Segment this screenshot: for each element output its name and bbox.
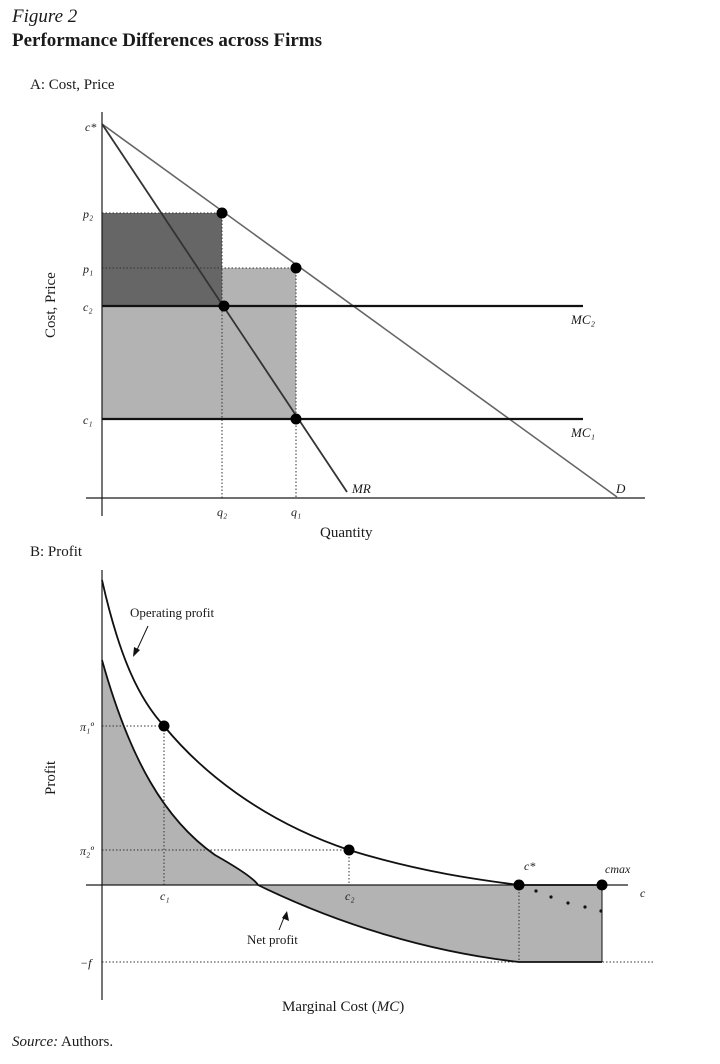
profit-area-firm1-upper [222, 268, 296, 306]
demand-curve [101, 123, 618, 498]
net-profit-annotation: Net profit [247, 932, 298, 947]
point-c-max [596, 879, 608, 891]
tick-c-star: c* [85, 120, 96, 134]
operating-profit-arrowhead [133, 647, 140, 657]
tick-b-c-max: cmax [605, 862, 631, 876]
figure-label: Figure 2 [12, 6, 78, 27]
tick-q1: q₁ [291, 505, 301, 519]
operating-profit-curve [101, 579, 602, 886]
point-mr-mc2 [218, 300, 230, 312]
label-demand: D [615, 481, 626, 496]
profit-area-firm1 [102, 306, 296, 419]
point-mr-mc1 [290, 413, 302, 425]
point-firm2-price [216, 207, 228, 219]
point-c-star [513, 879, 525, 891]
net-profit-area [102, 660, 602, 962]
panel-b-x-title-prefix: Marginal Cost ( [282, 999, 377, 1015]
tick-b-c-star: c* [524, 859, 535, 873]
net-profit-arrowhead [282, 911, 289, 921]
tick-b-c1: c₁ [160, 889, 170, 903]
tick-c1: c₁ [83, 413, 93, 427]
point-pi1 [158, 720, 170, 732]
tick-b-c2: c₂ [345, 889, 355, 903]
tick-q2: q₂ [217, 505, 227, 519]
panel-a: c* p₂ p₁ c₂ c₁ q₂ q₁ MC₂ MC₁ MR D Quanti… [43, 112, 645, 541]
label-mc1: MC₁ [570, 425, 595, 440]
net-profit-curve [101, 659, 602, 963]
figure-title: Performance Differences across Firms [12, 30, 323, 51]
panel-a-x-axis-title: Quantity [320, 525, 373, 541]
panel-b: π₁º π₂º −f c₁ c₂ c* cmax c Operating pro… [43, 570, 655, 1015]
panel-b-x-title-suffix: ) [399, 999, 404, 1015]
panel-a-y-axis-title: Cost, Price [43, 272, 59, 338]
operating-profit-annotation: Operating profit [130, 605, 215, 620]
source-text: Authors. [58, 1034, 114, 1050]
panel-b-x-axis-title: Marginal Cost (MC) [282, 999, 404, 1015]
source-prefix: Source: [12, 1034, 59, 1050]
tick-p2: p₂ [82, 207, 93, 221]
profit-area-firm2 [102, 213, 222, 306]
panel-b-x-title-var: MC [376, 999, 400, 1015]
tick-pi2: π₂º [80, 844, 94, 858]
tick-neg-f: −f [80, 956, 93, 970]
point-pi2 [343, 844, 355, 856]
tick-p1: p₁ [82, 262, 93, 276]
panel-b-label: B: Profit [30, 544, 83, 560]
panel-b-y-axis-title: Profit [43, 760, 59, 795]
point-firm1-price [290, 262, 302, 274]
label-mr: MR [351, 481, 371, 496]
tick-c2: c₂ [83, 300, 93, 314]
tick-pi1: π₁º [80, 720, 94, 734]
tick-b-c: c [640, 886, 646, 900]
label-mc2: MC₂ [570, 312, 596, 327]
panel-a-label: A: Cost, Price [30, 77, 115, 93]
operating-profit-arrow-shaft [135, 625, 149, 653]
dotted-continuation [534, 889, 603, 913]
source-note: Source: Authors. [12, 1034, 113, 1051]
